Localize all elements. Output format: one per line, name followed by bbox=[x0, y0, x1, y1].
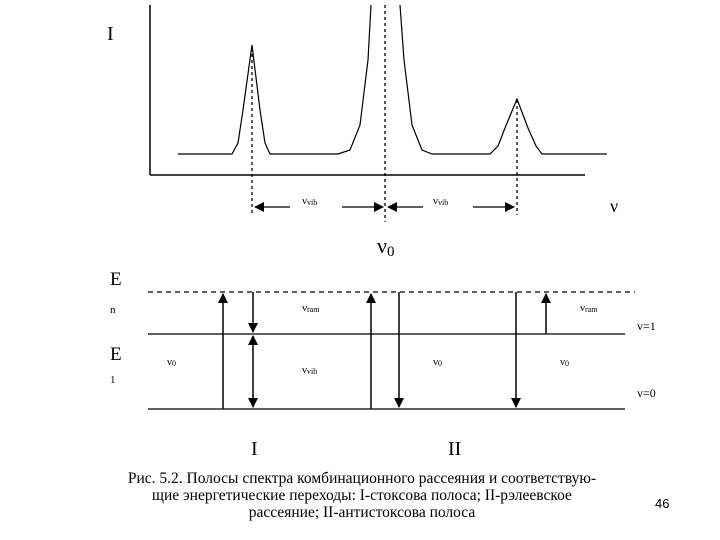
vvib-level-label: νvib bbox=[302, 364, 317, 376]
level-v0-label: v=0 bbox=[637, 386, 656, 400]
nu0-left-label: ν0 bbox=[167, 356, 176, 368]
group-two-label: II bbox=[448, 438, 461, 460]
energy-levels-panel: E n E 1 v=1 v=0 ν0 νvib νram ν0 ν0 νram … bbox=[110, 269, 656, 460]
caption-line-1: Рис. 5.2. Полосы спектра комбинационного… bbox=[127, 470, 597, 487]
page-number: 46 bbox=[655, 496, 670, 511]
vvib-left-label: νvib bbox=[302, 195, 317, 207]
level-v1-label: v=1 bbox=[637, 319, 656, 333]
vram-left-label: νram bbox=[302, 302, 320, 314]
energy-sub-e1: 1 bbox=[110, 374, 116, 386]
caption-line-3: рассеяние; II-антистоксова полоса bbox=[248, 504, 476, 521]
energy-sub-en: n bbox=[110, 304, 116, 316]
nu0-center-label: ν0 bbox=[377, 233, 394, 260]
energy-label-e1: E bbox=[110, 344, 122, 365]
nu0-mid-label: ν0 bbox=[433, 356, 442, 368]
spectrum-curve bbox=[178, 4, 372, 155]
group-one-label: I bbox=[251, 438, 258, 460]
vvib-right-label: νvib bbox=[433, 195, 448, 207]
spectrum-curve-right bbox=[399, 4, 607, 155]
nu0-right-label: ν0 bbox=[560, 356, 569, 368]
intensity-axis-label: I bbox=[107, 23, 114, 45]
caption-line-2: щие энергетические переходы: I-стоксова … bbox=[152, 487, 572, 504]
figure-caption: Рис. 5.2. Полосы спектра комбинационного… bbox=[22, 470, 702, 521]
frequency-axis-label: ν bbox=[610, 196, 618, 216]
vram-right-label: νram bbox=[580, 302, 598, 314]
spectrum-panel: I ν νvib νvib ν0 bbox=[107, 4, 618, 260]
energy-label-en: E bbox=[110, 269, 122, 290]
